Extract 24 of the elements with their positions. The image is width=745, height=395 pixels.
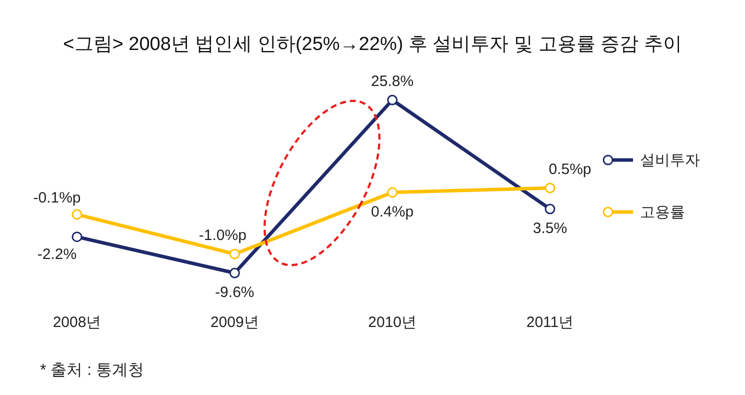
data-label: -1.0%p xyxy=(198,227,246,244)
legend-label: 설비투자 xyxy=(640,152,700,169)
legend-label: 고용률 xyxy=(640,204,685,221)
point xyxy=(387,94,398,106)
point xyxy=(544,204,556,214)
point xyxy=(229,248,240,260)
data-label: -2.2% xyxy=(37,246,77,263)
point xyxy=(72,209,82,220)
x-tick-label: 2011년 xyxy=(526,314,574,331)
point xyxy=(387,187,398,198)
data-label: 0.4%p xyxy=(371,203,414,220)
point xyxy=(72,232,82,242)
point xyxy=(544,182,556,194)
data-label: 25.8% xyxy=(371,73,414,90)
chart-title: <그림> 2008년 법인세 인하(25%→22%) 후 설비투자 및 고용률 증감 추이 xyxy=(63,34,682,55)
point xyxy=(229,268,240,278)
data-label: -9.6% xyxy=(215,284,254,301)
text: * 출처 : 통계청 xyxy=(40,362,144,379)
x-tick-label: 2009년 xyxy=(210,314,259,331)
data-label: 0.5%p xyxy=(548,161,592,178)
x-tick-label: 2010년 xyxy=(368,314,417,331)
data-label: -0.1%p xyxy=(33,189,81,206)
data-label: 3.5% xyxy=(532,220,568,237)
x-tick-label: 2008년 xyxy=(52,314,102,331)
